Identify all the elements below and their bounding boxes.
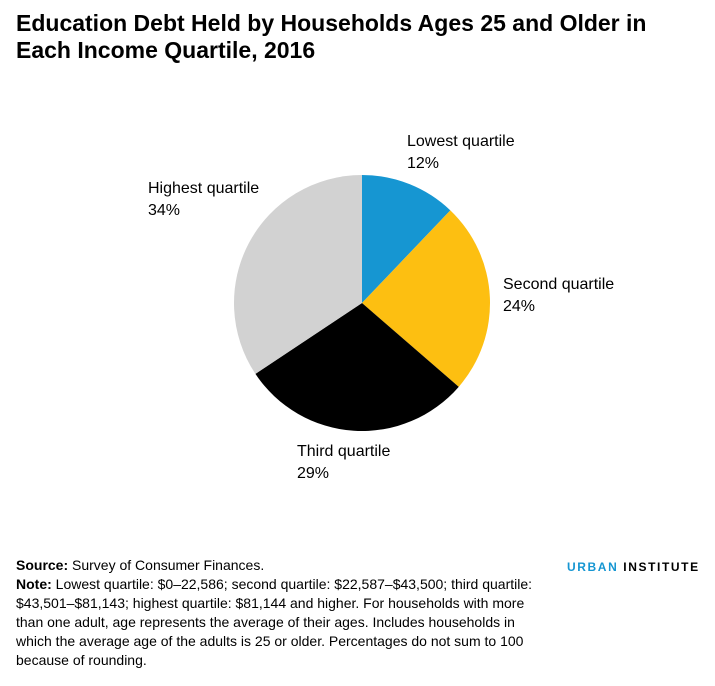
slice-label: Lowest quartile bbox=[407, 133, 515, 150]
slice-label: Highest quartile bbox=[148, 180, 259, 197]
source: Survey of Consumer Finances. bbox=[72, 557, 265, 573]
slice-label: Second quartile bbox=[503, 276, 614, 293]
note-label: Note: bbox=[16, 576, 52, 592]
logo-first: URBAN bbox=[567, 560, 619, 574]
pie-slice bbox=[362, 175, 451, 303]
source-line: Source: Survey of Consumer Finances. bbox=[16, 556, 536, 575]
notes: Source: Survey of Consumer Finances. Not… bbox=[16, 556, 536, 670]
slice-value: 34% bbox=[148, 202, 180, 219]
slice-value: 12% bbox=[407, 155, 439, 172]
note-line: Note: Lowest quartile: $0–22,586; second… bbox=[16, 575, 536, 670]
pie-slice bbox=[234, 175, 362, 374]
pie-slice bbox=[255, 303, 459, 431]
chart-title: Education Debt Held by Households Ages 2… bbox=[16, 10, 647, 63]
pie-slice bbox=[362, 210, 491, 387]
source-label: Source: bbox=[16, 557, 69, 573]
logo: URBAN INSTITUTE bbox=[567, 560, 700, 574]
slice-value: 29% bbox=[297, 465, 329, 482]
slice-label: Third quartile bbox=[297, 443, 390, 460]
logo-second: INSTITUTE bbox=[623, 560, 700, 574]
chart: Lowest quartile 12% Second quartile 24% Thir… bbox=[148, 133, 614, 482]
note: Lowest quartile: $0–22,586; second quart… bbox=[16, 576, 533, 668]
slice-value: 24% bbox=[503, 298, 535, 315]
